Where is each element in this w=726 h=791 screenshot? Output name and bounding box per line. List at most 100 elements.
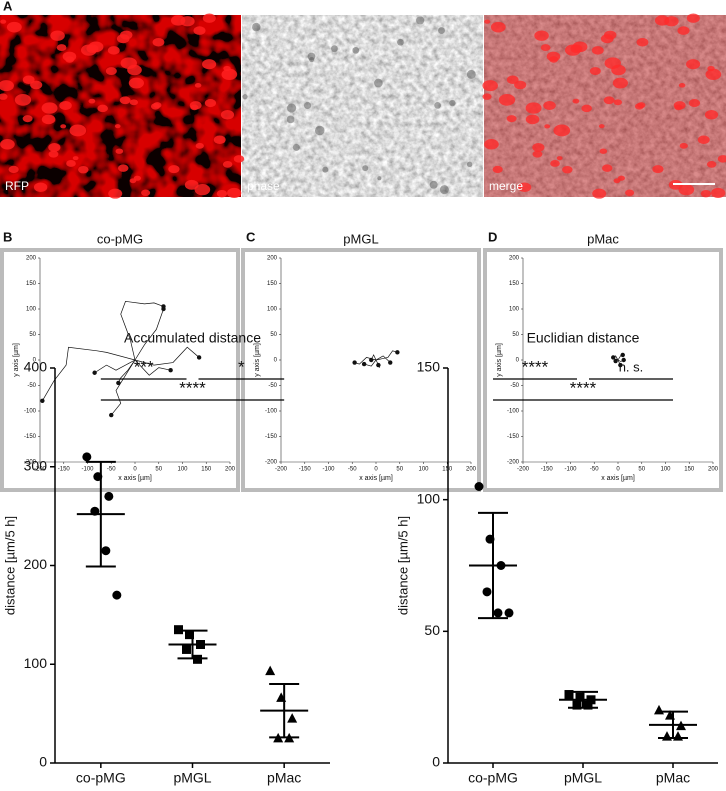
x-tick-label: 200: [466, 467, 477, 473]
plot-frame: [483, 248, 723, 492]
y-tick-label: -100: [265, 409, 278, 415]
cell: [525, 102, 542, 114]
x-tick-label: 50: [396, 467, 403, 473]
cell: [484, 19, 491, 24]
cell: [514, 80, 527, 90]
y-axis-label: y axis [µm]: [496, 343, 503, 377]
y-tick-label: 150: [26, 281, 37, 287]
cell-blobs: [0, 13, 726, 199]
track: [375, 355, 391, 363]
cell: [362, 165, 369, 172]
track: [134, 308, 164, 361]
data-point: [287, 713, 298, 723]
cell: [292, 143, 300, 151]
track-end: [620, 352, 625, 358]
cell: [490, 21, 506, 33]
cell: [562, 165, 573, 174]
data-point: [265, 665, 276, 676]
cell: [33, 182, 48, 193]
cell: [397, 38, 404, 46]
cell: [532, 143, 545, 152]
x-axis-label: x axis [µm]: [601, 475, 635, 482]
y-tick-label: 150: [509, 281, 520, 287]
cell: [202, 59, 217, 70]
cell: [220, 110, 235, 120]
data-point: [673, 731, 683, 741]
y-tick-label: 100: [267, 307, 278, 313]
track-end: [611, 355, 616, 360]
cell: [119, 96, 131, 105]
cell: [6, 21, 22, 33]
y-axis-label: y axis [µm]: [254, 343, 261, 377]
cell: [22, 115, 33, 123]
cell: [0, 80, 14, 92]
cell: [223, 65, 231, 72]
cell: [688, 99, 701, 108]
panel-label: A: [3, 0, 13, 13]
track: [94, 359, 136, 374]
data-point: [662, 731, 672, 741]
y-tick-label: 150: [417, 359, 441, 375]
cell: [678, 184, 695, 196]
cell: [637, 102, 646, 109]
cell: [492, 165, 503, 174]
cell: [705, 68, 722, 81]
y-tick-label: 0: [33, 358, 37, 364]
panel-label: D: [488, 229, 497, 244]
significance-label: n. s.: [619, 359, 644, 374]
x-axis-label: x axis [µm]: [118, 475, 152, 482]
cell: [603, 96, 615, 105]
cell: [222, 160, 233, 168]
data-point: [482, 587, 492, 597]
sd-bar: [269, 683, 300, 739]
track-end: [621, 357, 626, 363]
cell: [221, 68, 238, 81]
cell: [60, 124, 67, 129]
cell: [679, 142, 688, 149]
x-tick-label: -200: [517, 467, 530, 473]
sd-bar: [177, 629, 208, 660]
track-end: [352, 360, 357, 365]
y-tick-label: 0: [39, 754, 47, 770]
x-tick-label: -200: [34, 467, 47, 473]
cell: [466, 161, 473, 168]
x-tick-label: 200: [225, 467, 236, 473]
cell: [706, 160, 717, 168]
track-end: [395, 350, 400, 355]
data-point: [583, 700, 593, 710]
y-tick-label: 100: [509, 307, 520, 313]
y-tick-label: 100: [417, 490, 441, 506]
significance-label: ****: [570, 378, 597, 397]
significance-label: ****: [522, 357, 549, 376]
y-tick-label: -150: [265, 434, 278, 440]
chart-title: Euclidian distance: [527, 330, 640, 346]
cell: [97, 104, 108, 113]
cell: [482, 93, 492, 100]
chart-title: pMac: [587, 231, 619, 246]
x-tick-label: 100: [177, 467, 188, 473]
track: [134, 346, 200, 366]
x-axis-label: x axis [µm]: [359, 475, 393, 482]
cell: [195, 142, 204, 149]
cell: [233, 155, 245, 163]
x-tick-label: -50: [348, 467, 357, 473]
cell: [65, 56, 75, 63]
cell: [117, 164, 129, 172]
cell: [128, 77, 144, 89]
data-point: [654, 704, 664, 715]
y-tick-label: 100: [26, 307, 37, 313]
sd-bar: [658, 710, 688, 739]
cell: [625, 189, 635, 197]
cell: [711, 187, 726, 199]
cell: [498, 94, 516, 106]
cell: [189, 101, 202, 110]
cell: [439, 185, 449, 195]
cell: [677, 26, 690, 35]
cell: [589, 67, 601, 75]
cell: [69, 124, 87, 137]
sd-bar: [568, 690, 598, 709]
y-tick-label: 50: [424, 622, 440, 638]
y-tick-label: 0: [274, 358, 278, 364]
data-point: [575, 692, 585, 702]
